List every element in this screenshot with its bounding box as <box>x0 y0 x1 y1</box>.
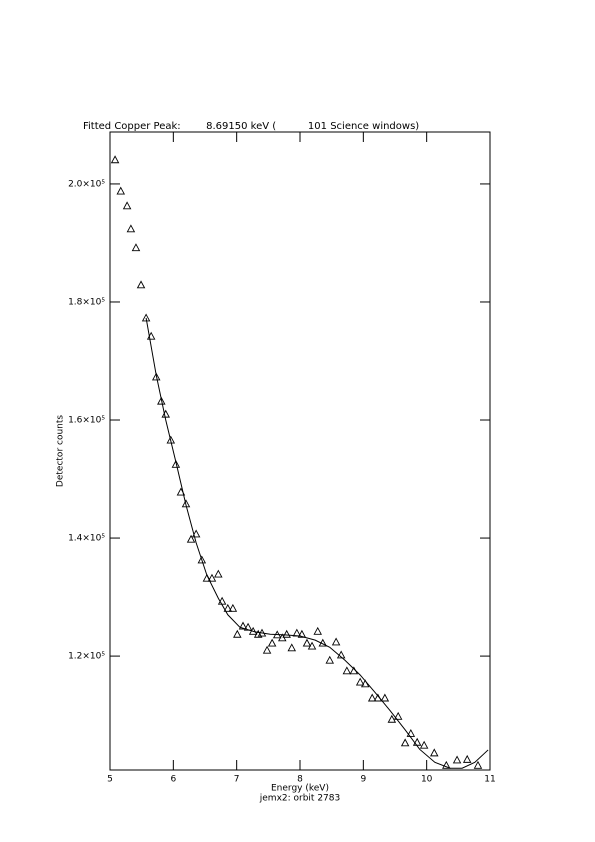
data-point <box>393 711 403 720</box>
data-point <box>473 760 483 769</box>
data-point <box>223 603 233 612</box>
data-point <box>186 534 196 543</box>
data-point <box>157 396 166 405</box>
data-point <box>233 629 242 638</box>
data-point <box>282 629 291 638</box>
data-point <box>331 637 341 646</box>
data-point <box>336 650 346 659</box>
data-point <box>116 186 126 195</box>
y-tick-label: 1.8×10⁵ <box>68 297 105 307</box>
y-tick-label: 2.0×10⁵ <box>68 179 105 189</box>
data-point <box>197 555 207 564</box>
data-point <box>419 740 429 749</box>
data-point <box>302 638 312 647</box>
data-point <box>313 626 322 635</box>
data-point <box>151 372 161 381</box>
fit-line <box>145 317 489 769</box>
data-point <box>406 728 416 737</box>
data-point <box>400 738 410 747</box>
x-tick-label: 7 <box>234 775 240 785</box>
data-point <box>442 760 451 769</box>
data-point <box>110 155 120 164</box>
data-point <box>126 224 136 233</box>
x-tick-label: 8 <box>297 775 303 785</box>
data-point <box>267 638 277 647</box>
y-tick-label: 1.4×10⁵ <box>68 534 105 544</box>
data-point <box>307 641 317 650</box>
data-point <box>452 755 462 764</box>
data-point <box>171 459 181 468</box>
data-point <box>214 569 223 578</box>
data-point <box>262 645 272 654</box>
x-tick-label: 9 <box>360 775 366 785</box>
x-tick-label: 5 <box>107 775 113 785</box>
y-tick-label: 1.2×10⁵ <box>68 652 105 662</box>
x-tick-label: 11 <box>484 775 495 785</box>
y-axis-label: Detector counts <box>56 415 66 487</box>
data-point <box>342 666 352 675</box>
data-point <box>191 529 201 538</box>
footer: jemx2: orbit 2783 <box>259 794 340 804</box>
data-point <box>207 573 217 582</box>
data-point <box>287 643 297 652</box>
data-point <box>297 629 307 638</box>
data-point <box>228 603 238 612</box>
chart-title: Fitted Copper Peak: 8.69150 keV ( 101 Sc… <box>83 121 419 132</box>
y-tick-label: 1.6×10⁵ <box>68 416 105 426</box>
data-point <box>387 714 397 723</box>
data-point <box>430 748 439 757</box>
data-point <box>367 693 377 702</box>
data-point <box>131 243 141 252</box>
data-point <box>122 201 132 210</box>
data-point <box>355 677 365 686</box>
x-tick-label: 10 <box>421 775 433 785</box>
data-point <box>325 655 335 664</box>
x-axis-label: Energy (keV) <box>271 784 329 794</box>
data-point <box>238 621 248 630</box>
data-point <box>136 280 146 289</box>
data-point <box>380 693 390 702</box>
data-point <box>462 754 472 763</box>
data-point <box>141 313 151 322</box>
x-tick-label: 6 <box>170 775 176 785</box>
